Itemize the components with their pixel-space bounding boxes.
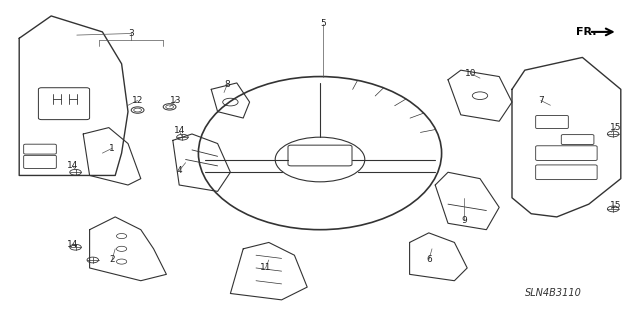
Text: 1: 1 <box>109 144 115 153</box>
Text: SLN4B3110: SLN4B3110 <box>525 288 582 299</box>
Text: 11: 11 <box>260 263 271 272</box>
Text: FR.: FR. <box>576 27 596 37</box>
Text: 5: 5 <box>321 19 326 28</box>
Text: 4: 4 <box>177 166 182 175</box>
Text: 14: 14 <box>173 126 185 135</box>
Text: 7: 7 <box>538 96 543 105</box>
Text: 12: 12 <box>132 96 143 105</box>
Text: 9: 9 <box>461 216 467 225</box>
Text: 15: 15 <box>610 201 621 210</box>
Text: 8: 8 <box>225 80 230 89</box>
Text: 15: 15 <box>610 123 621 132</box>
Text: 10: 10 <box>465 69 476 78</box>
Text: 6: 6 <box>426 256 431 264</box>
Text: 3: 3 <box>129 29 134 38</box>
Text: 2: 2 <box>109 256 115 264</box>
Text: 14: 14 <box>67 161 78 170</box>
Text: 14: 14 <box>67 240 78 249</box>
Text: 13: 13 <box>170 96 182 105</box>
